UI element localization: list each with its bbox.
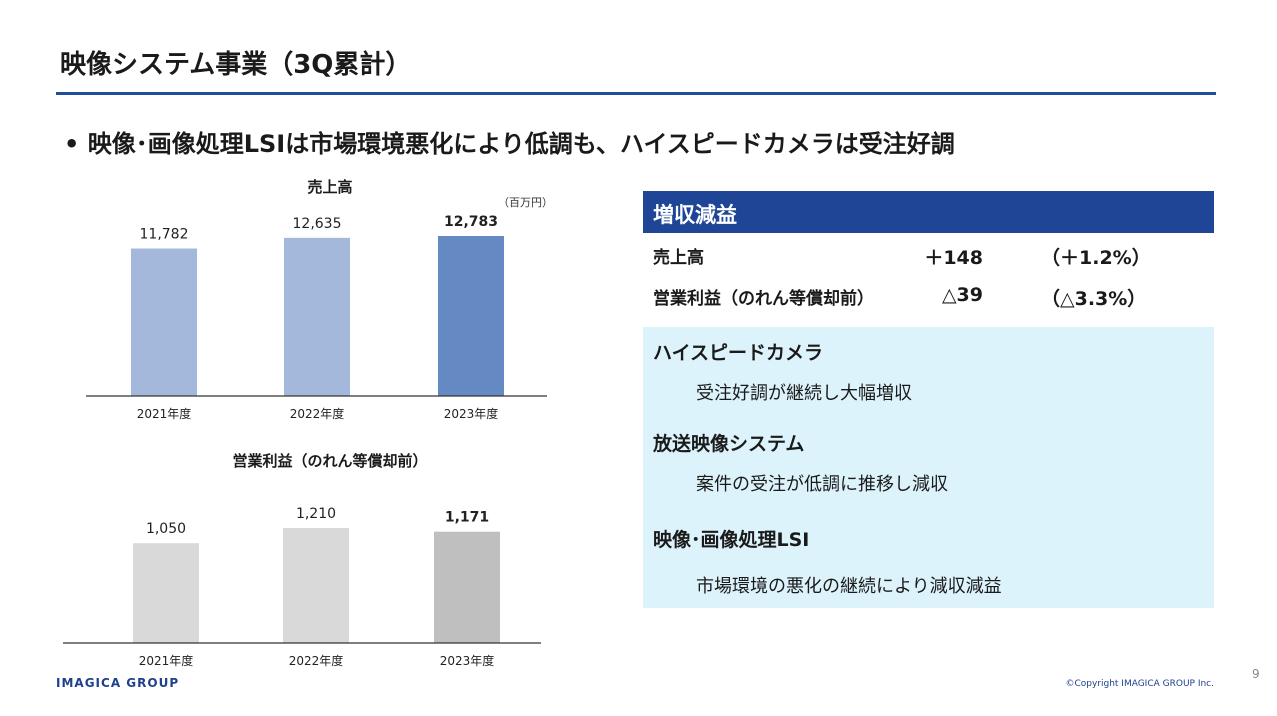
page-title: 映像システム事業（3Q累計） bbox=[60, 50, 412, 80]
segment-title: 映像･画像処理LSI bbox=[653, 529, 810, 551]
data-label: 12,635 bbox=[293, 216, 342, 232]
category-label: 2021年度 bbox=[139, 653, 194, 668]
income-chart-title-wrap: 営業利益（のれん等償却前） bbox=[60, 450, 600, 470]
category-label: 2022年度 bbox=[289, 653, 344, 668]
kpi-row-income: 営業利益（のれん等償却前） △39 （△3.3%） bbox=[653, 284, 1173, 310]
category-label: 2021年度 bbox=[137, 406, 192, 421]
kpi-percent: （＋1.2%） bbox=[1041, 247, 1151, 269]
title-divider bbox=[56, 92, 1216, 95]
sales-bar-chart: 11,782 2021年度 12,635 2022年度 12,783 2023年度 bbox=[86, 214, 547, 421]
kpi-value: ＋148 bbox=[924, 247, 983, 269]
segment-text: 市場環境の悪化の継続により減収減益 bbox=[696, 576, 1002, 597]
data-label: 1,171 bbox=[445, 510, 489, 526]
income-chart-title: 営業利益（のれん等償却前） bbox=[232, 452, 428, 470]
segment-text: 案件の受注が低調に推移し減収 bbox=[696, 474, 948, 495]
data-label: 1,050 bbox=[146, 521, 186, 537]
bar bbox=[131, 248, 197, 396]
data-label: 1,210 bbox=[296, 506, 336, 522]
data-label: 11,782 bbox=[140, 227, 189, 243]
bar bbox=[133, 543, 199, 643]
kpi-row-sales: 売上高 ＋148 （＋1.2%） bbox=[653, 243, 1173, 269]
page-number: 9 bbox=[1252, 667, 1260, 681]
copyright-text: ©Copyright IMAGICA GROUP Inc. bbox=[1065, 679, 1214, 689]
sales-chart-title: 売上高 bbox=[307, 178, 353, 196]
category-label: 2022年度 bbox=[290, 406, 345, 421]
segment-title: ハイスピードカメラ bbox=[653, 342, 824, 364]
bar bbox=[438, 236, 504, 396]
category-label: 2023年度 bbox=[440, 653, 495, 668]
bar bbox=[284, 237, 350, 396]
segment-title: 放送映像システム bbox=[653, 433, 805, 455]
bar bbox=[283, 528, 349, 643]
panel-heading: 増収減益 bbox=[643, 191, 1214, 233]
kpi-value: △39 bbox=[941, 284, 983, 306]
kpi-percent: （△3.3%） bbox=[1041, 288, 1147, 310]
segment-text: 受注好調が継続し大幅増収 bbox=[696, 383, 912, 404]
page-subtitle: • 映像･画像処理LSIは市場環境悪化により低調も、ハイスピードカメラは受注好調 bbox=[64, 130, 955, 158]
sales-chart-unit: （百万円） bbox=[498, 196, 553, 209]
segment-info-box: ハイスピードカメラ 受注好調が継続し大幅増収 放送映像システム 案件の受注が低調… bbox=[643, 327, 1214, 608]
sales-chart-title-wrap: 売上高 bbox=[60, 176, 600, 196]
bar bbox=[434, 531, 500, 643]
kpi-label: 売上高 bbox=[653, 248, 704, 268]
data-label: 12,783 bbox=[444, 214, 498, 230]
category-label: 2023年度 bbox=[444, 406, 499, 421]
income-bar-chart: 1,050 2021年度 1,210 2022年度 1,171 2023年度 bbox=[63, 506, 541, 668]
company-logo: IMAGICA GROUP bbox=[56, 676, 180, 690]
kpi-label: 営業利益（のれん等償却前） bbox=[653, 289, 874, 309]
